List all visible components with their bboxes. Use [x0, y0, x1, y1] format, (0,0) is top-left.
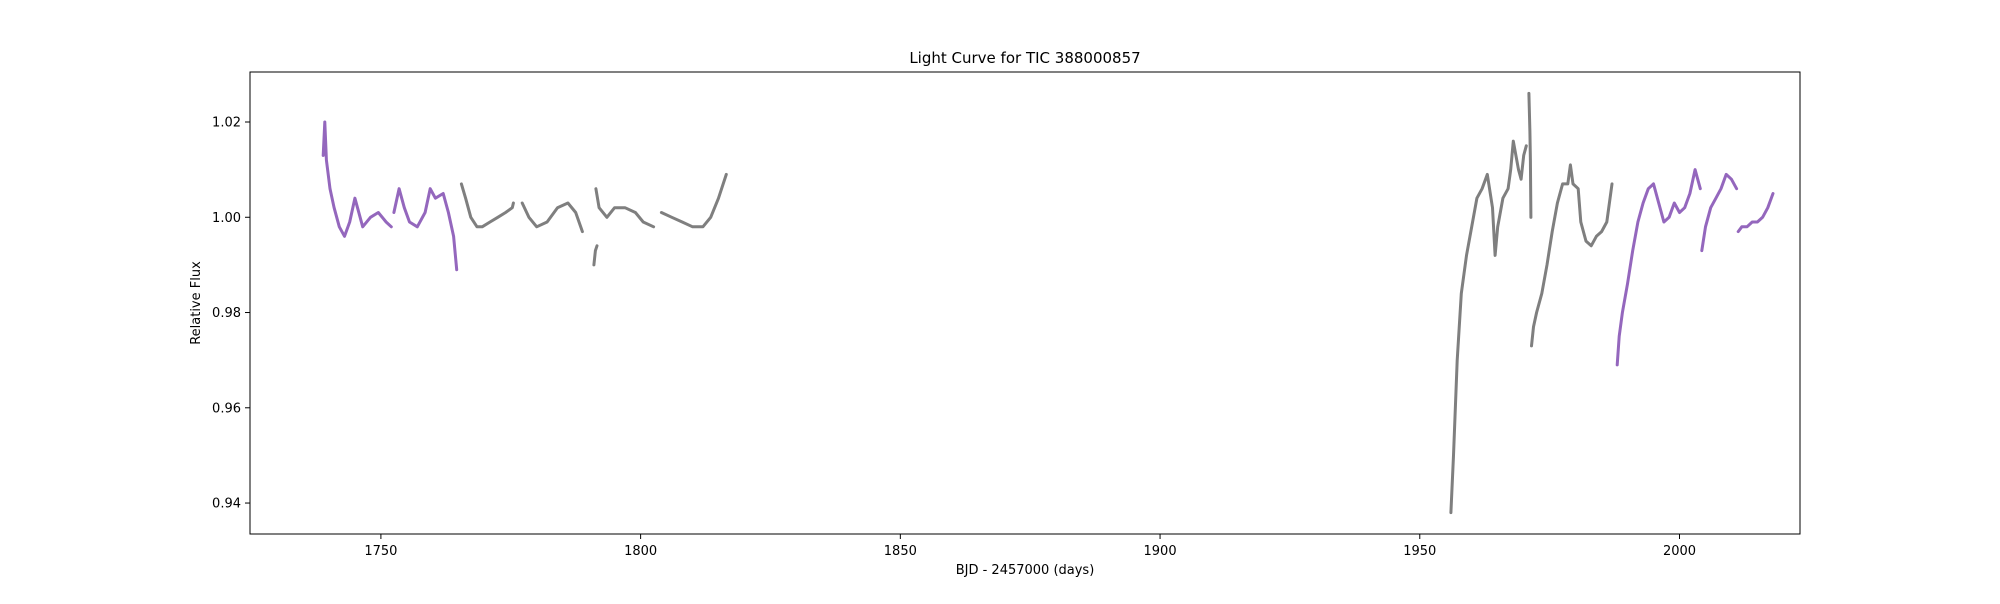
light-curve-segment-gray: [520, 201, 584, 234]
x-tick-label: 1950: [1403, 544, 1436, 559]
chart-title: Light Curve for TIC 388000857: [909, 49, 1140, 67]
x-axis-ticks: 1750 1800 1850 1900 1950 2000: [364, 534, 1696, 559]
x-tick-label: 2000: [1663, 544, 1696, 559]
x-tick-label: 1800: [624, 544, 657, 559]
light-curve-segment-gray: [459, 182, 515, 229]
x-tick-label: 1900: [1144, 544, 1177, 559]
plot-frame: [249, 71, 1801, 535]
light-curve-segment-gray: [1530, 163, 1614, 348]
x-tick-label: 1850: [884, 544, 917, 559]
y-axis-label: Relative Flux: [189, 261, 204, 345]
light-curve-segment-purple: [321, 120, 393, 238]
light-curve-segment-purple: [1700, 172, 1739, 253]
x-axis-label: BJD - 2457000 (days): [956, 563, 1095, 578]
x-tick-label: 1750: [364, 544, 397, 559]
y-tick-label: 0.98: [212, 306, 241, 321]
light-curve-segment-gray: [594, 187, 656, 229]
light-curve-segment-purple: [1736, 192, 1775, 234]
y-axis-ticks: 0.94 0.96 0.98 1.00 1.02: [212, 116, 250, 512]
light-curve-segment-purple: [1615, 168, 1702, 367]
data-layer: [321, 91, 1775, 515]
y-tick-label: 1.02: [212, 116, 241, 131]
light-curve-segment-gray: [1449, 139, 1528, 515]
y-tick-label: 0.96: [212, 401, 241, 416]
light-curve-segment-gray: [659, 172, 728, 229]
light-curve-segment-gray: [592, 244, 599, 267]
light-curve-segment-gray: [1527, 91, 1533, 219]
y-tick-label: 0.94: [212, 497, 241, 512]
y-tick-label: 1.00: [212, 211, 241, 226]
light-curve-segment-purple: [392, 187, 459, 272]
